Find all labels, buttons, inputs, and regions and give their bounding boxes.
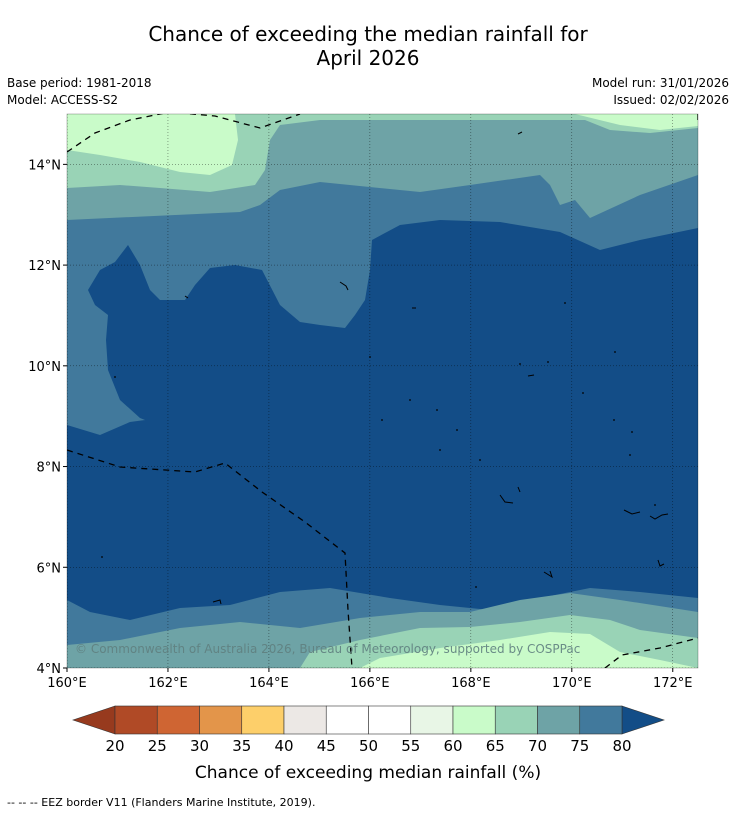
islands xyxy=(184,131,669,605)
map-frame xyxy=(66,113,699,669)
eez-border-north xyxy=(67,114,301,153)
chart-svg: © Commonwealth of Australia 2026, Bureau… xyxy=(28,113,699,783)
eez-border-west xyxy=(67,449,353,668)
colorbar-swatch xyxy=(156,705,200,735)
colorbar-tick-label: 80 xyxy=(612,737,631,755)
y-tick-label: 4°N xyxy=(37,662,62,677)
y-tick-label: 12°N xyxy=(28,259,61,274)
x-tick-label: 160°E xyxy=(47,676,87,691)
x-tick-label: 170°E xyxy=(552,676,592,691)
colorbar-tick-label: 65 xyxy=(486,737,505,755)
colorbar-swatch xyxy=(241,705,285,735)
x-axis-ticks: 160°E 162°E 164°E 166°E 168°E 170°E 172°E xyxy=(47,668,693,691)
colorbar-tick-label: 50 xyxy=(359,737,378,755)
colorbar-tick-label: 75 xyxy=(570,737,589,755)
colorbar-label: Chance of exceeding median rainfall (%) xyxy=(195,763,541,783)
model-run-date: Model run: 31/01/2026 xyxy=(591,76,729,90)
copyright-notice: © Commonwealth of Australia 2026, Bureau… xyxy=(75,642,580,656)
colorbar-swatch xyxy=(283,705,327,735)
eez-legend-note: -- -- -- EEZ border V11 (Flanders Marine… xyxy=(7,796,316,809)
colorbar-swatch xyxy=(579,705,623,735)
eez-borders xyxy=(67,114,698,668)
colorbar-tick-label: 55 xyxy=(401,737,420,755)
eez-border-southeast xyxy=(604,637,698,668)
y-tick-label: 6°N xyxy=(37,561,62,576)
island xyxy=(649,513,669,520)
colorbar-over-arrow xyxy=(621,705,665,735)
island xyxy=(623,509,641,515)
issued-date: Issued: 02/02/2026 xyxy=(613,93,729,107)
island xyxy=(543,570,553,579)
map-area: © Commonwealth of Australia 2026, Bureau… xyxy=(67,114,698,668)
colorbar: 20 25 30 35 40 45 50 55 60 65 70 75 80 xyxy=(72,705,665,755)
colorbar-swatch xyxy=(325,705,369,735)
colorbar-tick-label: 60 xyxy=(443,737,462,755)
model-info: Base period: 1981-2018 Model: ACCESS-S2 xyxy=(7,75,152,109)
model-name: Model: ACCESS-S2 xyxy=(7,93,119,107)
colorbar-swatch xyxy=(537,705,581,735)
colorbar-tick-label: 25 xyxy=(148,737,167,755)
y-axis-ticks: 4°N 6°N 8°N 10°N 12°N 14°N xyxy=(28,158,67,677)
y-tick-label: 14°N xyxy=(28,158,61,173)
small-islets xyxy=(101,302,656,588)
island xyxy=(339,281,349,291)
island xyxy=(184,295,189,299)
colorbar-tick-label: 20 xyxy=(105,737,124,755)
island xyxy=(499,494,514,504)
x-tick-label: 164°E xyxy=(249,676,289,691)
x-tick-label: 172°E xyxy=(653,676,693,691)
chart-title: Chance of exceeding the median rainfall … xyxy=(0,22,736,70)
colorbar-swatch xyxy=(368,705,412,735)
colorbar-tick-label: 70 xyxy=(528,737,547,755)
island xyxy=(517,131,523,135)
base-period: Base period: 1981-2018 xyxy=(7,76,152,90)
colorbar-under-arrow xyxy=(72,705,116,735)
island xyxy=(212,599,222,605)
colorbar-tick-label: 40 xyxy=(274,737,293,755)
run-info: Model run: 31/01/2026 Issued: 02/02/2026 xyxy=(592,75,729,109)
colorbar-swatch xyxy=(410,705,454,735)
x-tick-label: 168°E xyxy=(451,676,491,691)
colorbar-tick-label: 35 xyxy=(232,737,251,755)
island xyxy=(517,486,521,493)
colorbar-swatch xyxy=(452,705,496,735)
island xyxy=(657,559,665,567)
y-tick-label: 10°N xyxy=(28,360,61,375)
colorbar-tick-label: 30 xyxy=(190,737,209,755)
band-60-65-south xyxy=(360,632,698,668)
y-tick-label: 8°N xyxy=(37,461,62,476)
gridlines xyxy=(67,114,698,668)
colorbar-swatch xyxy=(494,705,538,735)
x-tick-label: 162°E xyxy=(148,676,188,691)
colorbar-tick-label: 45 xyxy=(317,737,336,755)
chart-title-line-2: April 2026 xyxy=(316,46,420,70)
colorbar-swatch xyxy=(199,705,243,735)
island xyxy=(527,374,535,377)
band-60-65-north xyxy=(67,114,238,175)
band-60-65-north-east xyxy=(575,114,698,130)
chart-title-line-1: Chance of exceeding the median rainfall … xyxy=(148,22,588,46)
x-tick-label: 166°E xyxy=(350,676,390,691)
colorbar-swatch xyxy=(114,705,158,735)
